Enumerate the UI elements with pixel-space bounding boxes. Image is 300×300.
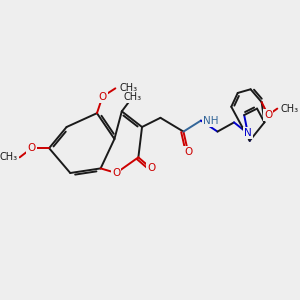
Text: CH₃: CH₃ [124,92,142,102]
Text: O: O [28,143,36,153]
Text: O: O [98,92,106,102]
Text: CH₃: CH₃ [119,83,137,93]
Text: O: O [264,110,272,120]
Text: O: O [184,147,192,157]
Text: CH₃: CH₃ [0,152,18,162]
Text: CH₃: CH₃ [281,103,299,114]
Text: NH: NH [203,116,218,126]
Text: N: N [244,128,252,138]
Text: O: O [147,164,155,173]
Text: O: O [112,168,120,178]
